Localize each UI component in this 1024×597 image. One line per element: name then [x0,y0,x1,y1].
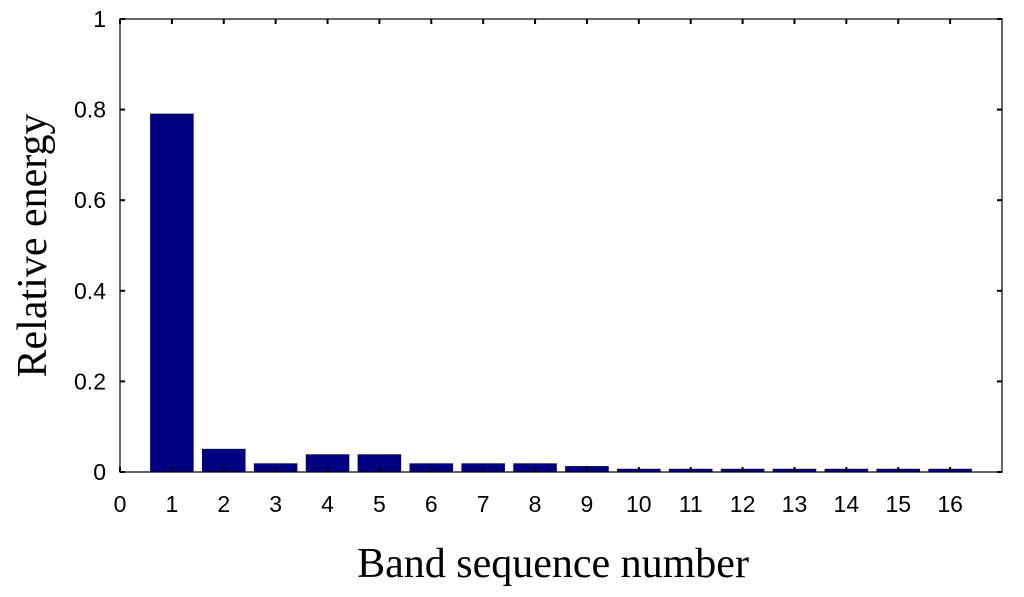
y-tick-label-0.2: 0.2 [74,368,106,394]
x-tick-label-3: 3 [269,491,282,517]
y-tick-label-0: 0 [93,459,106,485]
y-tick-label-1: 1 [93,6,106,32]
x-tick-label-9: 9 [581,491,594,517]
bar-1 [150,113,194,473]
x-tick-label-16: 16 [937,491,963,517]
x-tick-label-12: 12 [730,491,756,517]
x-axis-title: Band sequence number [357,541,749,587]
x-tick-label-11: 11 [679,491,703,517]
x-tick-label-6: 6 [425,491,438,517]
x-tick-label-0: 0 [114,491,127,517]
x-tick-label-4: 4 [321,491,334,517]
y-tick-label-0.6: 0.6 [74,187,106,213]
x-tick-label-7: 7 [477,491,490,517]
x-tick-label-10: 10 [626,491,652,517]
x-tick-label-8: 8 [529,491,542,517]
y-axis-title: Relative energy [10,114,56,378]
x-tick-label-1: 1 [165,491,178,517]
x-tick-label-14: 14 [834,491,860,517]
x-tick-label-2: 2 [217,491,230,517]
ticks-layer [119,18,1002,473]
x-tick-label-13: 13 [782,491,808,517]
plot-frame [119,18,1003,473]
y-tick-label-0.4: 0.4 [74,278,106,304]
x-tick-label-15: 15 [885,491,911,517]
bars-layer [150,113,972,473]
y-tick-label-0.8: 0.8 [74,97,106,123]
x-tick-label-5: 5 [373,491,386,517]
